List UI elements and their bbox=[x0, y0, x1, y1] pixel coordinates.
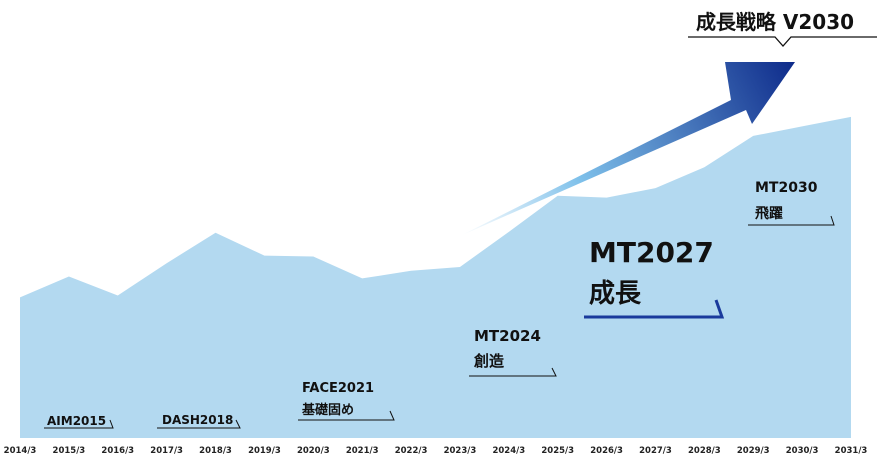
x-tick-label: 2020/3 bbox=[297, 446, 330, 456]
x-tick-label: 2016/3 bbox=[101, 446, 134, 456]
x-tick-label: 2018/3 bbox=[199, 446, 232, 456]
annotation-mt2024: MT2024 bbox=[474, 327, 541, 345]
x-tick-label: 2025/3 bbox=[541, 446, 574, 456]
x-tick-label: 2019/3 bbox=[248, 446, 281, 456]
x-tick-label: 2022/3 bbox=[395, 446, 428, 456]
annotation-underline-mt2027 bbox=[584, 299, 725, 319]
annotation-dash2018: DASH2018 bbox=[162, 413, 233, 427]
chart-title: 成長戦略 V2030 bbox=[696, 10, 854, 34]
annotation-mt2024-sub: 創造 bbox=[473, 352, 504, 370]
x-tick-label: 2026/3 bbox=[590, 446, 623, 456]
annotation-mt2030: MT2030 bbox=[755, 180, 818, 196]
x-tick-label: 2017/3 bbox=[150, 446, 183, 456]
x-tick-label: 2014/3 bbox=[4, 446, 37, 456]
annotation-face2021-sub: 基礎固め bbox=[301, 402, 354, 418]
annotation-underline-mt2024 bbox=[469, 367, 557, 377]
x-tick-label: 2015/3 bbox=[53, 446, 86, 456]
x-tick-label: 2023/3 bbox=[444, 446, 477, 456]
annotation-mt2027-sub: 成長 bbox=[589, 279, 642, 309]
title-callout-line bbox=[688, 36, 877, 47]
annotation-mt2030-sub: 飛躍 bbox=[754, 206, 783, 222]
phase-annotations: AIM2015 DASH2018 FACE2021 基礎固め MT2024 創造… bbox=[44, 180, 835, 429]
annotation-mt2027: MT2027 bbox=[589, 236, 714, 269]
annotation-underline-dash2018 bbox=[157, 419, 241, 429]
area-series-layer bbox=[19, 116, 852, 439]
growth-arrow bbox=[460, 62, 795, 236]
annotation-aim2015: AIM2015 bbox=[47, 414, 106, 428]
x-tick-label: 2031/3 bbox=[835, 446, 868, 456]
x-tick-label: 2028/3 bbox=[688, 446, 721, 456]
area-series bbox=[20, 116, 851, 439]
x-tick-label: 2021/3 bbox=[346, 446, 379, 456]
x-tick-label: 2030/3 bbox=[786, 446, 819, 456]
annotation-underline-face2021 bbox=[298, 410, 395, 421]
x-tick-label: 2027/3 bbox=[639, 446, 672, 456]
x-tick-label: 2024/3 bbox=[492, 446, 525, 456]
annotation-underline-aim2015 bbox=[44, 419, 114, 429]
x-axis-ticks: 2014/3 2015/3 2016/3 2017/3 2018/3 2019/3 2020… bbox=[4, 446, 868, 456]
chart-title-group: 成長戦略 V2030 bbox=[688, 10, 877, 47]
annotation-face2021: FACE2021 bbox=[302, 381, 374, 396]
x-tick-label: 2029/3 bbox=[737, 446, 770, 456]
annotation-underline-mt2030 bbox=[748, 215, 835, 226]
